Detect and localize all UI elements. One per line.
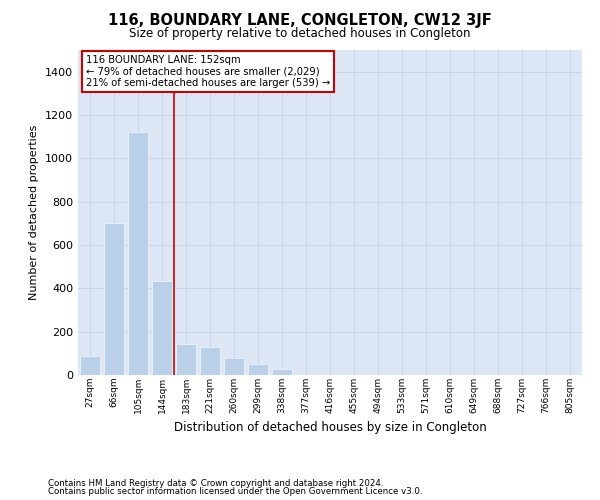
Bar (104, 224, 124, 375)
Bar (128, 132, 148, 375)
Text: Contains public sector information licensed under the Open Government Licence v3: Contains public sector information licen… (48, 487, 422, 496)
Bar (272, 369, 292, 375)
Bar (80, 356, 100, 375)
Text: Size of property relative to detached houses in Congleton: Size of property relative to detached ho… (129, 28, 471, 40)
Text: Contains HM Land Registry data © Crown copyright and database right 2024.: Contains HM Land Registry data © Crown c… (48, 478, 383, 488)
Y-axis label: Number of detached properties: Number of detached properties (29, 125, 40, 300)
Text: 116, BOUNDARY LANE, CONGLETON, CW12 3JF: 116, BOUNDARY LANE, CONGLETON, CW12 3JF (108, 12, 492, 28)
Bar (200, 347, 220, 375)
Text: 116 BOUNDARY LANE: 152sqm
← 79% of detached houses are smaller (2,029)
21% of se: 116 BOUNDARY LANE: 152sqm ← 79% of detac… (86, 55, 330, 88)
Bar (248, 364, 268, 375)
X-axis label: Distribution of detached houses by size in Congleton: Distribution of detached houses by size … (173, 421, 487, 434)
Bar (176, 344, 196, 375)
Bar (152, 281, 172, 375)
Bar (224, 358, 244, 375)
